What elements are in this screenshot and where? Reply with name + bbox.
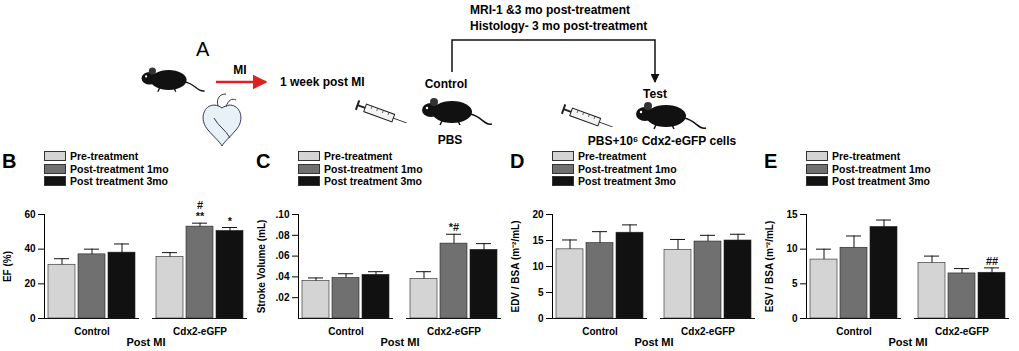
html-text:C: C: [256, 150, 271, 172]
svg-text:.06: .06: [276, 250, 290, 261]
html-text:Pre-treatment: Pre-treatment: [578, 150, 647, 162]
svg-text:.04: .04: [276, 271, 290, 282]
html-text:E: E: [764, 150, 778, 172]
html-text:Post treatment 3mo: Post treatment 3mo: [70, 175, 168, 187]
svg-text:MRI-1 &3 mo post-treatment: MRI-1 &3 mo post-treatment: [470, 3, 630, 17]
svg-text:MI: MI: [233, 63, 246, 77]
html-text:Post-treatment 1mo: Post-treatment 1mo: [832, 162, 931, 175]
html-text:Post treatment 3mo: Post treatment 3mo: [832, 175, 930, 187]
svg-text:Control: Control: [328, 326, 364, 336]
svg-text:.08: .08: [276, 230, 290, 241]
svg-text:A: A: [196, 38, 210, 60]
html-text:Pre-treatment: Pre-treatment: [832, 150, 901, 162]
svg-text:PBS: PBS: [438, 133, 463, 147]
svg-text:20: 20: [532, 209, 544, 220]
svg-text:Test: Test: [643, 87, 667, 101]
svg-text:0: 0: [538, 313, 544, 324]
svg-text:5: 5: [792, 278, 798, 289]
html-text:Pre-treatment: Pre-treatment: [324, 150, 393, 162]
svg-text:0: 0: [792, 313, 798, 324]
svg-text:60: 60: [24, 209, 36, 220]
svg-text:*#: *#: [449, 221, 459, 233]
svg-text:EDV / BSA (m⁻²/mL): EDV / BSA (m⁻²/mL): [510, 220, 521, 312]
svg-text:.10: .10: [276, 209, 290, 220]
html-text:Post MI: Post MI: [634, 336, 674, 348]
html-text:Post treatment 3mo: Post treatment 3mo: [324, 175, 422, 187]
html-text:Post MI: Post MI: [380, 336, 420, 348]
svg-text:PBS+10⁶ Cdx2-eGFP cells: PBS+10⁶ Cdx2-eGFP cells: [588, 134, 737, 148]
svg-text:ESV / BSA (m⁻²/mL): ESV / BSA (m⁻²/mL): [764, 221, 775, 313]
svg-text:0: 0: [30, 313, 36, 324]
html-text:Post-treatment 1mo: Post-treatment 1mo: [578, 162, 677, 175]
html-text:B: B: [2, 150, 17, 172]
svg-text:Control: Control: [836, 326, 872, 336]
svg-text:10: 10: [786, 243, 798, 254]
svg-text:*: *: [228, 215, 233, 227]
html-text:Pre-treatment: Pre-treatment: [70, 150, 139, 162]
svg-text:Control: Control: [74, 326, 110, 336]
svg-text:1 week post MI: 1 week post MI: [280, 75, 365, 89]
svg-text:15: 15: [786, 209, 798, 220]
html-text:Post-treatment 1mo: Post-treatment 1mo: [324, 162, 423, 175]
svg-text:15: 15: [532, 235, 544, 246]
svg-text:.02: .02: [276, 292, 290, 303]
html-text:Post-treatment 1mo: Post-treatment 1mo: [70, 162, 169, 175]
svg-text:EF (%): EF (%): [2, 251, 13, 282]
html-text:D: D: [510, 150, 525, 172]
svg-text:Control: Control: [582, 326, 618, 336]
html-text:Post treatment 3mo: Post treatment 3mo: [578, 175, 676, 187]
svg-text:Stroke Volume (mL): Stroke Volume (mL): [256, 220, 267, 314]
html-text:Post MI: Post MI: [126, 336, 166, 348]
svg-text:5: 5: [538, 287, 544, 298]
svg-text:Control: Control: [425, 77, 468, 91]
svg-text:20: 20: [24, 278, 36, 289]
svg-text:#**: #**: [196, 199, 205, 222]
html-text:Post MI: Post MI: [888, 336, 928, 348]
svg-text:Cdx2-eGFP: Cdx2-eGFP: [173, 326, 227, 336]
svg-text:Cdx2-eGFP: Cdx2-eGFP: [681, 326, 735, 336]
svg-text:10: 10: [532, 261, 544, 272]
svg-text:40: 40: [24, 243, 36, 254]
svg-text:Histology- 3 mo post-treatment: Histology- 3 mo post-treatment: [470, 19, 647, 33]
svg-text:Cdx2-eGFP: Cdx2-eGFP: [935, 326, 989, 336]
svg-text:##: ##: [986, 255, 998, 267]
svg-text:Cdx2-eGFP: Cdx2-eGFP: [427, 326, 481, 336]
